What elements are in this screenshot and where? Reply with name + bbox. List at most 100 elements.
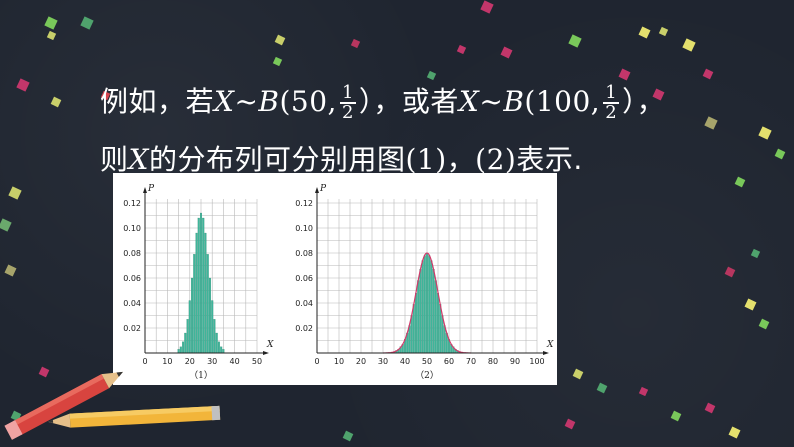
y-tick-label: 0.08 [123, 249, 141, 258]
histogram-bar [215, 332, 218, 354]
confetti-square [44, 16, 58, 30]
confetti-square [734, 176, 746, 188]
x-tick-label: 50 [422, 357, 432, 366]
x-axis-arrow [263, 351, 269, 355]
histogram-bar [197, 217, 200, 354]
x-tick-label: 10 [162, 357, 172, 366]
confetti-square [638, 26, 651, 39]
confetti-square [758, 318, 770, 330]
x-tick-label: 10 [334, 357, 344, 366]
density-curve [382, 252, 472, 354]
confetti-square [724, 266, 736, 278]
histogram-bar [432, 269, 435, 354]
confetti-square [0, 218, 12, 232]
var-x-2: X [458, 85, 480, 118]
histogram-bar [415, 292, 417, 354]
histogram-bar [179, 346, 182, 354]
histogram-bar [200, 212, 202, 354]
chart-panel: P X 0 10 20 30 40 50 0.02 0.04 0.06 0.08 0.10 0.12 （1）… [113, 173, 557, 385]
confetti-square [596, 382, 608, 394]
chart-caption: （2） [415, 370, 439, 381]
confetti-square [500, 46, 513, 59]
y-tick-label: 0.04 [123, 299, 141, 308]
x-tick-label: 30 [207, 357, 217, 366]
confetti-square [274, 34, 286, 46]
x-axis-label: X [546, 340, 554, 350]
var-b: B [258, 85, 280, 118]
histogram-bar [410, 315, 413, 354]
fig2-ref: (2) [475, 143, 517, 176]
y-axis-label: P [147, 184, 155, 194]
y-axis-arrow [143, 187, 147, 193]
confetti-square [342, 430, 354, 442]
tilde-2: ~ [479, 85, 504, 118]
confetti-square [426, 70, 437, 81]
histogram-bar [430, 260, 433, 354]
y-tick-label: 0.10 [123, 224, 141, 233]
pencil-red [4, 371, 123, 440]
params-100: (100, [524, 85, 601, 118]
x-tick-label: 50 [252, 357, 262, 366]
fig1-ref: (1) [405, 143, 447, 176]
pencil-yellow [48, 405, 221, 428]
tilde: ~ [234, 85, 259, 118]
histogram-bar [222, 349, 225, 354]
histogram-bar [186, 319, 189, 354]
charts-svg: P X 0 10 20 30 40 50 0.02 0.04 0.06 0.08 0.10 0.12 （1）… [123, 184, 554, 381]
y-tick-label: 0.04 [295, 299, 313, 308]
fraction-numerator-2: 1 [603, 82, 620, 104]
y-tick-label: 0.10 [295, 224, 313, 233]
confetti-square [4, 264, 17, 277]
x-tick-label: 20 [356, 357, 366, 366]
histogram-bar [182, 341, 185, 354]
y-axis-arrow [315, 187, 319, 193]
histogram-bar [204, 232, 207, 354]
y-tick-label: 0.08 [295, 249, 313, 258]
close-end: ）， [622, 85, 666, 118]
confetti-square [704, 116, 718, 130]
histogram-bar [439, 304, 442, 354]
histogram-bar [206, 254, 209, 354]
histogram-bar [428, 255, 431, 354]
y-tick-label: 0.12 [123, 199, 141, 208]
line2-end: 表示. [516, 143, 583, 176]
params-50: (50, [279, 85, 337, 118]
histogram-bar [177, 349, 180, 354]
histogram-bar [437, 292, 439, 354]
confetti-square [350, 38, 361, 49]
confetti-square [568, 34, 582, 48]
confetti-square [758, 126, 772, 140]
x-tick-label: 20 [185, 357, 195, 366]
confetti-square [564, 418, 576, 430]
confetti-square [702, 68, 714, 80]
confetti-square [572, 368, 584, 380]
chart-caption: （1） [189, 370, 213, 381]
histogram-bar [208, 277, 211, 354]
histogram-bar [426, 252, 428, 354]
confetti-square [456, 44, 467, 55]
x-tick-label: 40 [400, 357, 410, 366]
text-line-1: 例如，若X~B(50, 1 2 ），或者X~B(100, 1 2）， [100, 80, 665, 122]
confetti-square [618, 68, 631, 81]
y-tick-label: 0.02 [295, 324, 313, 333]
confetti-square [480, 0, 494, 14]
confetti-square [682, 38, 696, 52]
histogram-bar [217, 341, 220, 354]
histogram-bar [220, 346, 223, 354]
histogram-bar [193, 254, 196, 354]
histogram-bar [441, 315, 444, 354]
histogram-bar [191, 277, 194, 354]
line1-prefix: 例如，若 [100, 85, 215, 118]
histogram-bar [421, 260, 424, 354]
x-tick-label: 80 [488, 357, 498, 366]
confetti-square [774, 148, 786, 160]
y-axis-label: P [319, 184, 327, 194]
x-tick-label: 100 [529, 357, 544, 366]
x-tick-label: 0 [314, 357, 319, 366]
confetti-square [750, 248, 761, 259]
confetti-square [50, 96, 62, 108]
histogram-bar [184, 332, 187, 354]
var-b-2: B [503, 85, 525, 118]
histogram-bar [419, 269, 422, 354]
